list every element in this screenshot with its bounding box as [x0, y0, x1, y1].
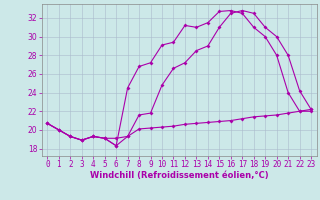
X-axis label: Windchill (Refroidissement éolien,°C): Windchill (Refroidissement éolien,°C)	[90, 171, 268, 180]
